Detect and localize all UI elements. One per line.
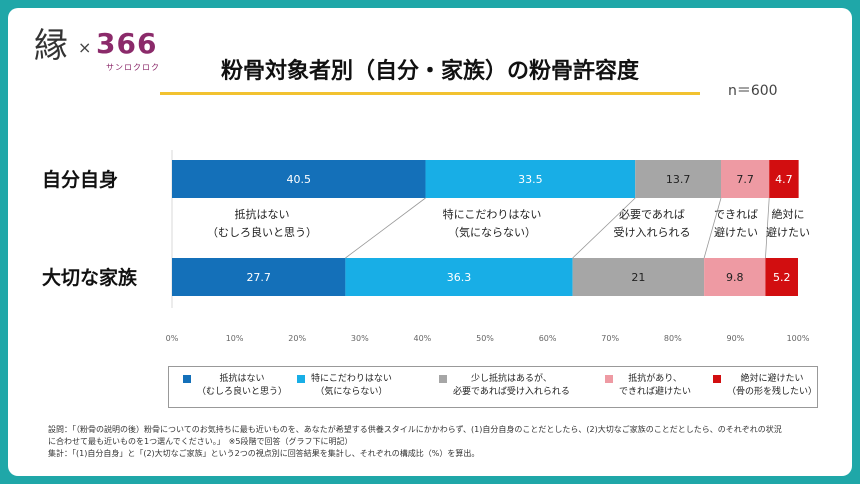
legend: 抵抗はない （むしろ良いと思う） 特にこだわりはない （気にならない） 少し抵抗はあ… xyxy=(168,366,818,408)
bar-segment xyxy=(572,258,705,296)
connector-line xyxy=(703,197,722,259)
category-label: 大切な家族 xyxy=(42,266,138,289)
connector-line xyxy=(345,197,426,259)
x-tick-label: 70% xyxy=(601,334,619,343)
legend-label: 少し抵抗はあるが、 必要であれば受け入れられる xyxy=(453,374,570,397)
legend-swatch xyxy=(605,375,613,383)
connector-line xyxy=(572,197,636,259)
segment-annotation: 受け入れられる xyxy=(614,226,691,239)
x-tick-label: 0% xyxy=(166,334,179,343)
legend-swatch xyxy=(439,375,447,383)
chart-title: 粉骨対象者別（自分・家族）の粉骨許容度 xyxy=(220,59,639,84)
data-label: 27.7 xyxy=(246,271,271,284)
bar-segment xyxy=(769,160,799,198)
x-tick-label: 40% xyxy=(414,334,432,343)
brand-logo: 縁 × 366 サンロクロク xyxy=(34,26,174,74)
category-label: 自分自身 xyxy=(42,168,118,191)
x-tick-label: 50% xyxy=(476,334,494,343)
legend-swatch xyxy=(713,375,721,383)
bar-segment xyxy=(172,258,346,296)
x-tick-label: 80% xyxy=(664,334,682,343)
segment-annotation: （むしろ良いと思う） xyxy=(207,225,317,239)
sample-size-label: n＝600 xyxy=(728,83,778,99)
footnote-question-line-2: に合わせて最も近いものを1つ選んでください。」 ※5段階で回答（グラフ下に明記） xyxy=(48,437,353,446)
data-label: 9.8 xyxy=(726,271,744,284)
x-tick-label: 10% xyxy=(226,334,244,343)
connector-line xyxy=(765,197,770,259)
segment-annotation: 特にこだわりはない xyxy=(443,207,542,221)
data-label: 5.2 xyxy=(773,271,791,284)
data-label: 7.7 xyxy=(736,173,754,186)
segment-annotation: 必要であれば xyxy=(619,208,685,221)
logo-kana: サンロクロク xyxy=(106,63,160,72)
footnote: 設問：「（粉骨の説明の後）粉骨についてのお気持ちに最も近いものを、あなたが希望す… xyxy=(48,424,838,460)
footnote-aggregation: 集計：「(1)自分自身」と「(2)大切なご家族」という2つの視点別に回答結果を集… xyxy=(48,449,480,458)
segment-annotation: 抵抗はない xyxy=(235,207,290,221)
bar-segment xyxy=(635,160,722,198)
title-underline xyxy=(160,92,700,95)
x-tick-label: 100% xyxy=(787,334,810,343)
legend-label: 特にこだわりはない （気にならない） xyxy=(311,374,392,397)
footnote-question-line-1: 設問：「（粉骨の説明の後）粉骨についてのお気持ちに最も近いものを、あなたが希望す… xyxy=(48,425,782,434)
slide-card: 縁 × 366 サンロクロク 粉骨対象者別（自分・家族）の粉骨許容度 n＝600… xyxy=(8,8,852,476)
legend-swatch xyxy=(183,375,191,383)
data-label: 33.5 xyxy=(518,173,543,186)
logo-times: × xyxy=(78,38,92,57)
segment-annotation: 避けたい xyxy=(766,225,810,239)
legend-swatch xyxy=(297,375,305,383)
bar-segment xyxy=(765,258,798,296)
bar-segment xyxy=(345,258,573,296)
x-tick-label: 30% xyxy=(351,334,369,343)
logo-number: 366 xyxy=(96,27,158,60)
bar-segment xyxy=(172,160,426,198)
x-tick-label: 90% xyxy=(727,334,745,343)
bar-segment xyxy=(704,258,766,296)
data-label: 13.7 xyxy=(666,173,691,186)
data-label: 21 xyxy=(631,271,645,284)
legend-label: 抵抗はない （むしろ良いと思う） xyxy=(197,374,288,397)
x-tick-label: 20% xyxy=(288,334,306,343)
segment-annotation: できれば xyxy=(714,208,758,221)
segment-annotation: （気にならない） xyxy=(448,225,536,239)
segment-annotation: 絶対に xyxy=(772,207,805,221)
segment-annotation: 避けたい xyxy=(714,225,758,239)
data-label: 4.7 xyxy=(775,173,793,186)
data-label: 40.5 xyxy=(287,173,312,186)
bar-segment xyxy=(425,160,636,198)
legend-label: 抵抗があり、 できれば避けたい xyxy=(619,374,692,397)
bar-segment xyxy=(721,160,770,198)
data-label: 36.3 xyxy=(447,271,472,284)
x-tick-label: 60% xyxy=(539,334,557,343)
logo-kanji: 縁 xyxy=(34,26,68,66)
legend-label: 絶対に避けたい （骨の形を残したい） xyxy=(727,374,818,397)
